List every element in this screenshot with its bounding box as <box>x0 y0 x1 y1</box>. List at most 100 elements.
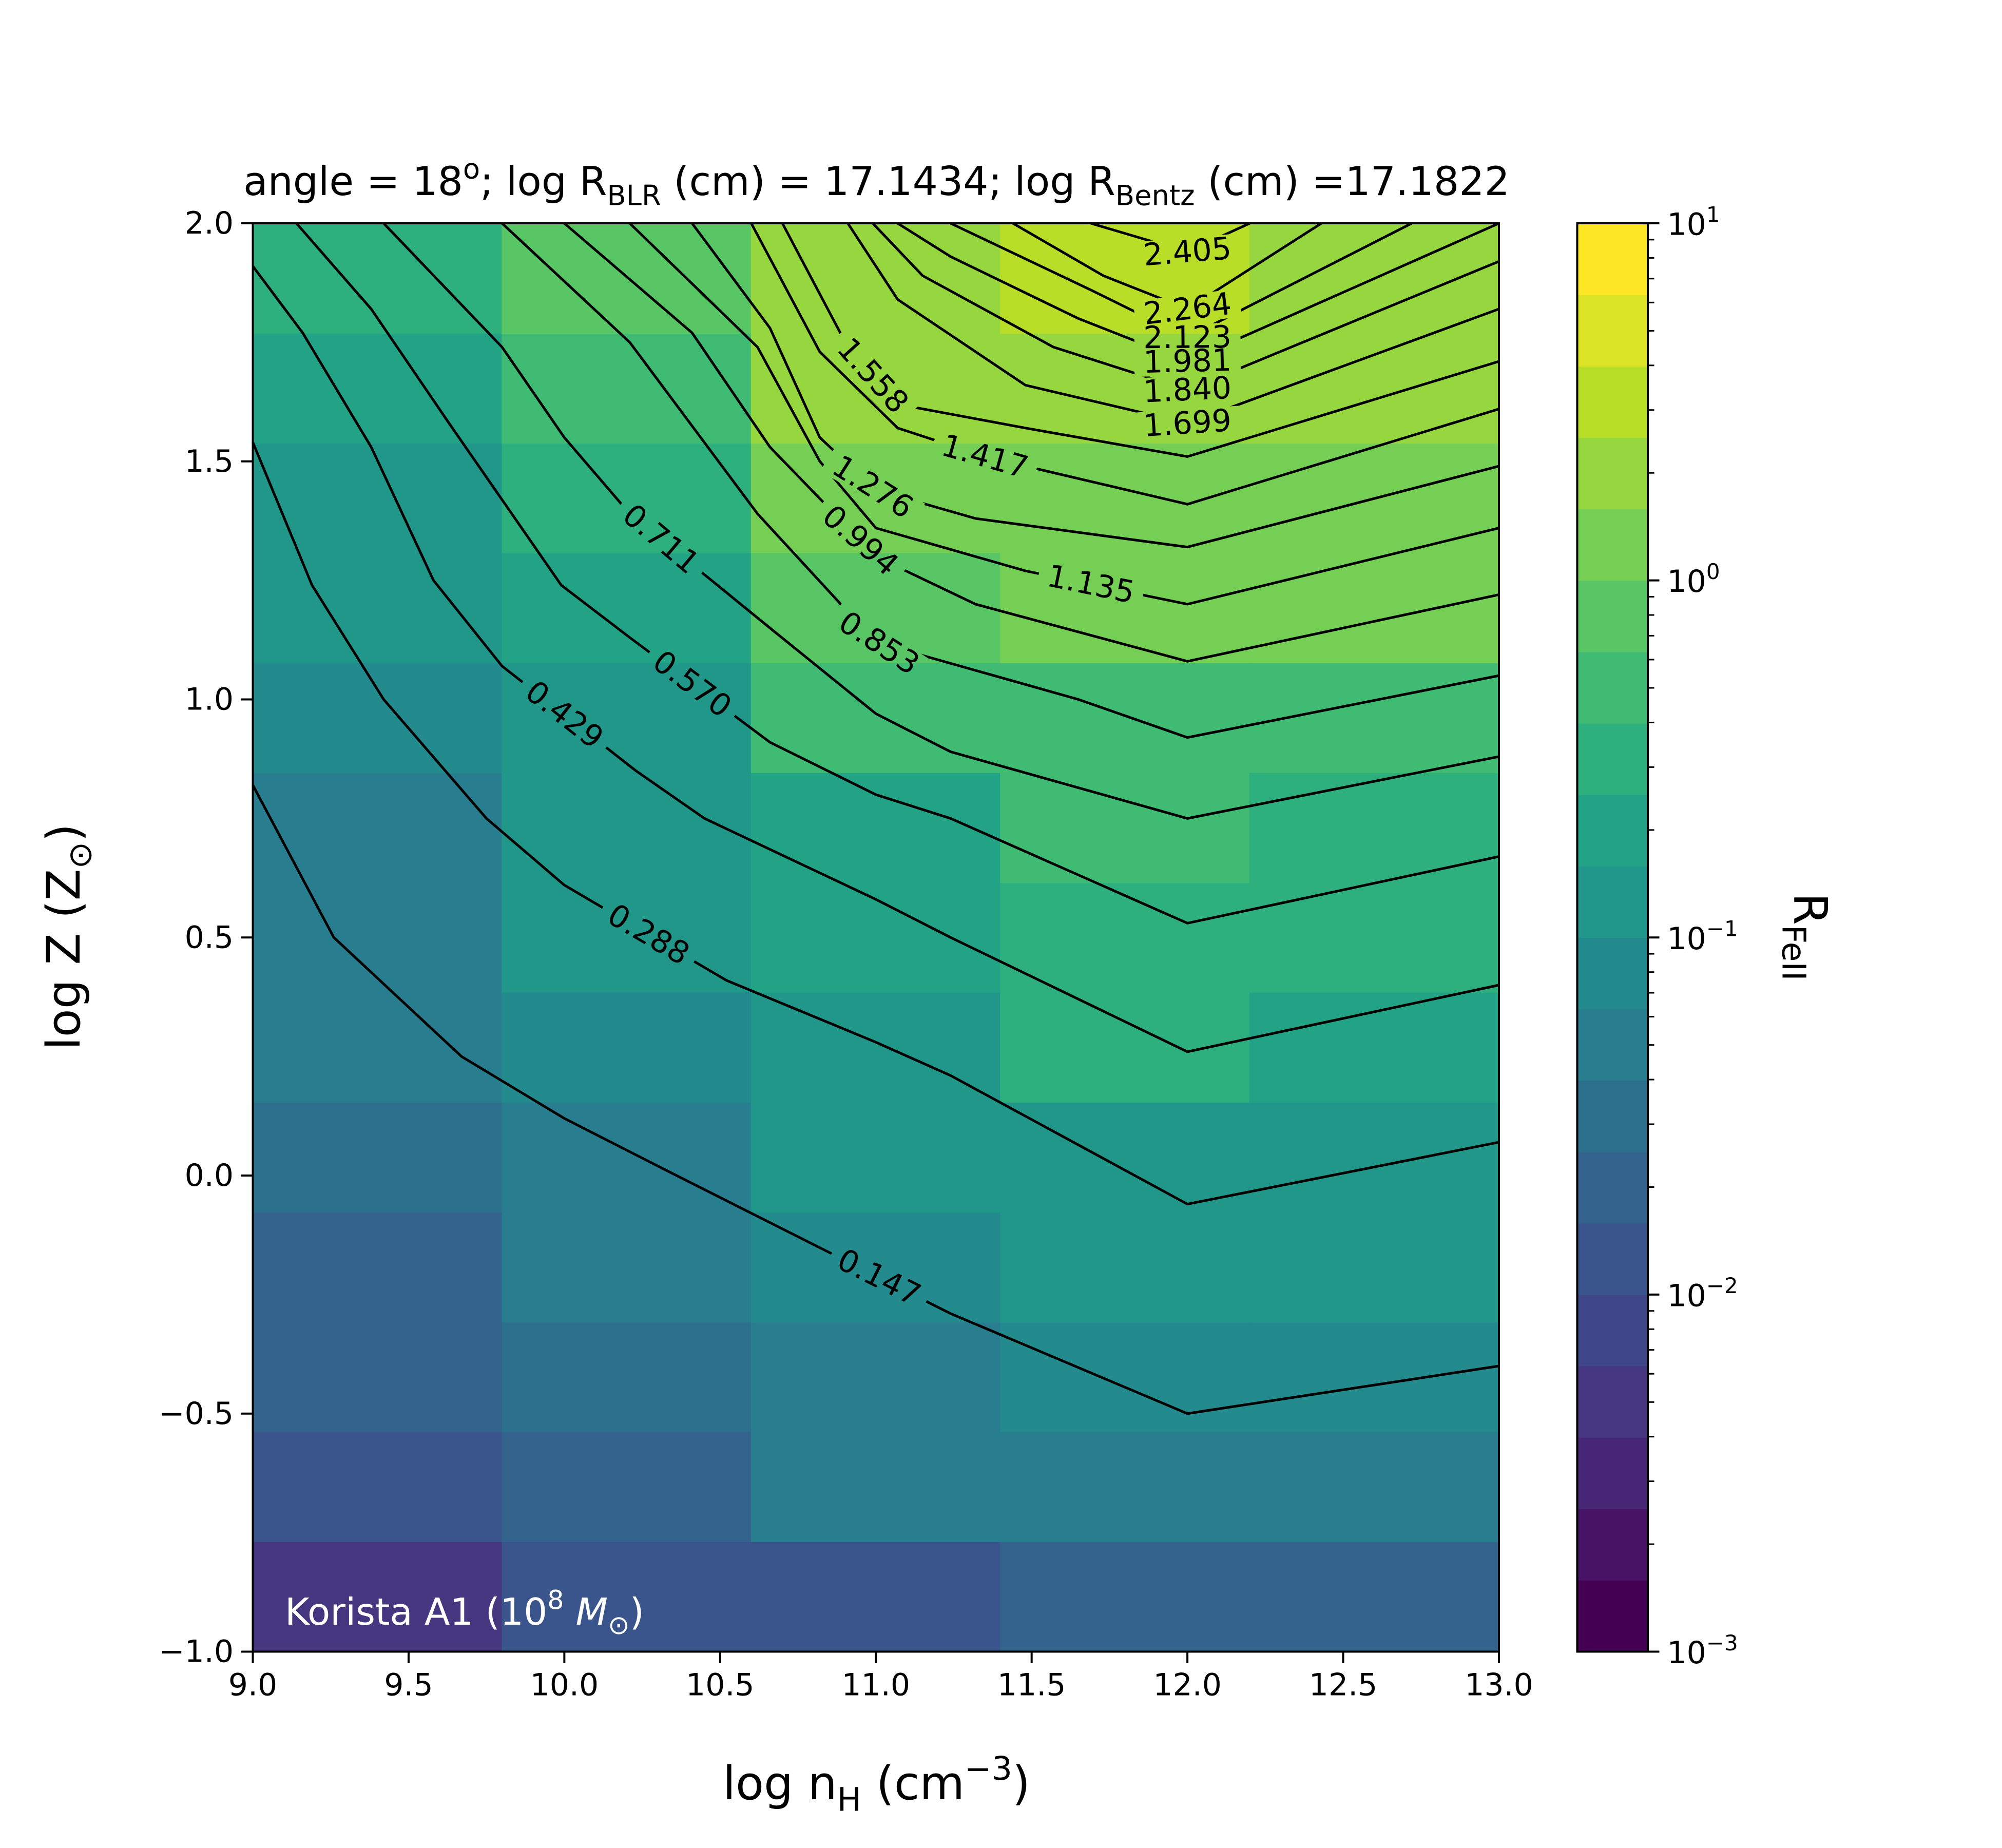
y-tick-label: −0.5 <box>159 1396 234 1432</box>
annotation-part: Korista A1 (10 <box>285 1591 547 1634</box>
colorbar-tick-label: 10−3 <box>1667 1630 1738 1671</box>
heatmap-cell <box>1249 552 1499 663</box>
contour-line <box>691 222 1499 549</box>
heatmap-cell <box>252 223 503 334</box>
x-tick-label: 12.5 <box>1309 1667 1378 1703</box>
heatmap-cell <box>502 772 752 883</box>
heatmap-cell <box>502 552 752 663</box>
colorbar-band <box>1576 1365 1648 1438</box>
colorbar-tick-label-part: 0 <box>1706 559 1720 584</box>
colorbar-band <box>1576 794 1648 867</box>
y-tick-label: 0.0 <box>185 1158 234 1194</box>
colorbar-tick-label-part: −2 <box>1706 1273 1738 1298</box>
y-tick-label: 1.5 <box>185 444 234 479</box>
x-axis-label-part: −3 <box>965 1750 1012 1787</box>
colorbar-tick-label-part: 10 <box>1667 564 1706 600</box>
heatmap-cell <box>252 1211 503 1323</box>
annotation-part: ⊙ <box>608 1610 630 1640</box>
colorbar-label-part: FeII <box>1775 925 1813 981</box>
heatmap-cell <box>750 992 1001 1103</box>
heatmap-cell <box>252 772 503 883</box>
heatmap-cell <box>252 552 503 663</box>
heatmap-cell <box>1000 882 1250 993</box>
heatmap-cell <box>750 1541 1001 1652</box>
contour-label: 1.699 <box>1142 402 1233 444</box>
heatmap-cell <box>1249 882 1499 993</box>
heatmap-cell <box>1249 1321 1499 1432</box>
heatmap-cell <box>502 1541 752 1652</box>
chart-title-part: (cm) =17.1822 <box>1195 159 1510 205</box>
x-tick-label: 12.0 <box>1153 1667 1222 1703</box>
x-tick-label: 11.5 <box>997 1667 1066 1703</box>
heatmap-cell <box>1249 1431 1499 1542</box>
heatmap <box>252 223 1499 1652</box>
chart-title-part: BLR <box>607 179 661 211</box>
x-axis-label: log nH (cm−3) <box>723 1750 1030 1818</box>
colorbar-band <box>1576 1222 1648 1295</box>
heatmap-cell <box>502 1102 752 1213</box>
colorbar-tick-label-part: 10 <box>1667 1635 1706 1671</box>
x-tick-label: 13.0 <box>1465 1667 1533 1703</box>
contour-line <box>382 222 1499 820</box>
heatmap-cell <box>252 1431 503 1542</box>
heatmap-cell <box>750 223 1001 334</box>
heatmap-cell <box>252 1321 503 1432</box>
y-axis-label-part: ) <box>37 824 91 842</box>
colorbar-band <box>1576 365 1648 438</box>
heatmap-cell <box>252 662 503 774</box>
colorbar-band <box>1576 223 1648 295</box>
colorbar-band <box>1576 651 1648 724</box>
y-tick-label: 0.5 <box>185 919 234 955</box>
heatmap-cell <box>750 333 1001 444</box>
y-tick-label: 2.0 <box>185 205 234 241</box>
heatmap-cell <box>502 992 752 1103</box>
contour-line <box>252 441 1499 1206</box>
colorbar-band <box>1576 1294 1648 1366</box>
heatmap-cell <box>1000 662 1250 774</box>
chart-title-part: (cm) = 17.1434; log R <box>661 159 1115 205</box>
contour-line <box>1012 222 1322 311</box>
contour-line <box>629 222 1499 606</box>
contour-label: 1.840 <box>1143 370 1233 410</box>
colorbar-band <box>1576 1080 1648 1152</box>
contours <box>252 222 1500 1415</box>
contour-line <box>295 222 1499 925</box>
colorbar-band <box>1576 1437 1648 1509</box>
heatmap-cell <box>252 882 503 993</box>
heatmap-cell <box>1000 1431 1250 1542</box>
contour-line <box>872 222 1499 392</box>
heatmap-cell <box>1249 1541 1499 1652</box>
colorbar-band <box>1576 508 1648 581</box>
heatmap-cell <box>750 882 1001 993</box>
colorbar-tick-label-part: 10 <box>1667 1278 1706 1314</box>
y-axis-label-part: log Z (Z <box>37 869 91 1050</box>
heatmap-cell <box>1000 1102 1250 1213</box>
heatmap-cell <box>1249 1211 1499 1323</box>
colorbar-tick-label-part: −1 <box>1706 916 1738 941</box>
contour-line <box>501 222 1499 739</box>
heatmap-cell <box>252 333 503 444</box>
contour-line <box>897 222 1500 363</box>
heatmap-cell <box>252 1102 503 1213</box>
colorbar-band <box>1576 1580 1648 1652</box>
heatmap-cell <box>1249 992 1499 1103</box>
contour-line <box>1090 222 1250 254</box>
contour-label: 1.981 <box>1143 342 1231 380</box>
colorbar-label: RFeII <box>1775 893 1837 980</box>
heatmap-cell <box>502 333 752 444</box>
colorbar-tick-label: 10−1 <box>1667 916 1738 957</box>
colorbar-tick-label-part: 10 <box>1667 921 1706 957</box>
heatmap-cell <box>502 1211 752 1323</box>
colorbar-tick-label-part: 10 <box>1667 207 1706 243</box>
chart-title-part: ; log R <box>480 159 607 205</box>
contour-label: 2.405 <box>1142 230 1233 274</box>
heatmap-cell <box>252 992 503 1103</box>
heatmap-cell <box>1000 442 1250 553</box>
x-tick-label: 10.0 <box>530 1667 599 1703</box>
annotation: Korista A1 (108 M⊙) <box>285 1585 644 1641</box>
contour-label: 2.123 <box>1143 319 1231 356</box>
colorbar-band <box>1576 937 1648 1010</box>
heatmap-cell <box>502 1321 752 1432</box>
x-tick-label: 11.0 <box>841 1667 910 1703</box>
x-tick-label: 10.5 <box>686 1667 755 1703</box>
